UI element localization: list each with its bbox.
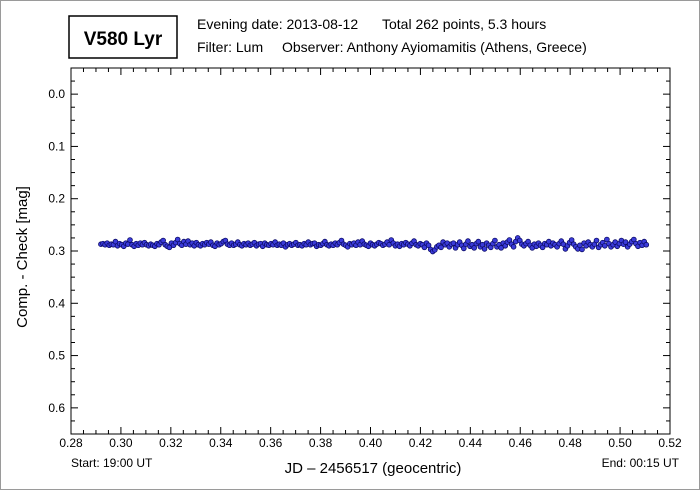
data-points <box>98 235 650 255</box>
plot-area <box>70 67 671 435</box>
x-tick-label: 0.36 <box>259 436 283 450</box>
y-tick-label: 0.6 <box>48 401 65 415</box>
data-point <box>475 238 482 245</box>
x-axis-label: JD – 2456517 (geocentric) <box>285 460 462 477</box>
x-axis-ticks: 0.28 0.30 0.32 0.34 0.36 0.38 0.40 0.42 0.44 0.46… <box>59 68 682 450</box>
x-tick-label: 0.34 <box>209 436 233 450</box>
x-tick-label: 0.52 <box>658 436 682 450</box>
y-tick-label: 0.4 <box>48 296 65 310</box>
data-point <box>465 238 471 244</box>
x-tick-label: 0.28 <box>59 436 83 450</box>
data-point <box>579 246 585 253</box>
filter-label: Filter: Lum <box>197 39 263 55</box>
x-tick-label: 0.30 <box>109 436 133 450</box>
x-tick-label: 0.42 <box>409 436 433 450</box>
y-axis-label: Comp. - Check [mag] <box>14 186 31 328</box>
data-point <box>510 244 517 250</box>
x-tick-label: 0.46 <box>509 436 533 450</box>
y-tick-label: 0.3 <box>48 244 65 258</box>
y-axis-ticks: 0.0 0.1 0.2 0.3 0.4 0.5 0.6 <box>48 67 670 435</box>
data-point <box>127 237 133 243</box>
y-tick-label: 0.1 <box>48 139 65 153</box>
data-point <box>481 246 488 252</box>
x-tick-label: 0.50 <box>608 436 632 450</box>
y-tick-label: 0.5 <box>48 349 65 363</box>
star-name: V580 Lyr <box>84 29 163 50</box>
data-point <box>643 241 650 248</box>
x-tick-label: 0.48 <box>558 436 582 450</box>
data-point <box>492 237 498 244</box>
observer-label: Observer: Anthony Ayiomamitis (Athens, G… <box>282 39 587 55</box>
end-time: End: 00:15 UT <box>602 456 680 470</box>
y-tick-label: 0.0 <box>48 87 65 101</box>
x-tick-label: 0.38 <box>309 436 333 450</box>
x-tick-label: 0.32 <box>159 436 183 450</box>
star-name-box <box>68 15 178 59</box>
start-time: Start: 19:00 UT <box>71 456 153 470</box>
total-points: Total 262 points, 5.3 hours <box>382 16 546 32</box>
evening-date: Evening date: 2013-08-12 <box>197 16 358 32</box>
data-point <box>593 237 600 244</box>
data-point <box>438 244 444 251</box>
x-tick-label: 0.40 <box>359 436 383 450</box>
y-tick-label: 0.2 <box>48 192 65 206</box>
x-tick-label: 0.44 <box>459 436 483 450</box>
